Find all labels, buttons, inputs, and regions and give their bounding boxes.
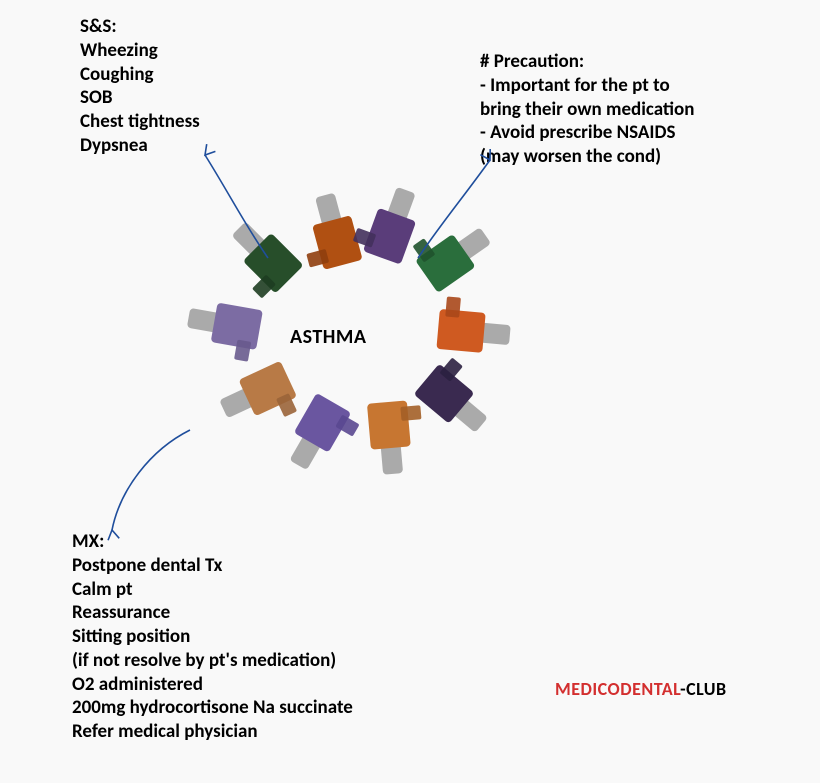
- block-line: Reassurance: [72, 601, 353, 625]
- inhaler-icon: [358, 400, 422, 477]
- block-line: Chest tightness: [80, 110, 200, 134]
- block-line: Dypsnea: [80, 134, 200, 158]
- inhaler-icon: [184, 289, 265, 359]
- block-line: Wheezing: [80, 39, 200, 63]
- precaution-block: # Precaution:- Important for the pt tobr…: [480, 50, 694, 169]
- block-heading: MX:: [72, 530, 353, 554]
- block-line: Calm pt: [72, 578, 353, 602]
- mx-block: MX:Postpone dental TxCalm ptReassuranceS…: [72, 530, 353, 744]
- brand-black: -CLUB: [680, 678, 727, 700]
- block-line: Refer medical physician: [72, 720, 353, 744]
- block-heading: S&S:: [80, 15, 200, 39]
- block-line: Sitting position: [72, 625, 353, 649]
- inhaler-icon: [408, 357, 500, 448]
- block-heading: # Precaution:: [480, 50, 694, 74]
- inhaler-icon: [436, 300, 513, 364]
- block-line: bring their own medication: [480, 98, 694, 122]
- block-line: 200mg hydrocortisone Na succinate: [72, 696, 353, 720]
- block-line: Postpone dental Tx: [72, 554, 353, 578]
- block-line: - Important for the pt to: [480, 74, 694, 98]
- brand-watermark: MEDICODENTAL-CLUB: [555, 678, 727, 700]
- block-line: O2 administered: [72, 673, 353, 697]
- block-line: SOB: [80, 86, 200, 110]
- inhaler-icon: [218, 208, 310, 300]
- center-label: ASTHMA: [290, 325, 367, 349]
- block-line: (may worsen the cond): [480, 145, 694, 169]
- block-line: Coughing: [80, 63, 200, 87]
- block-line: - Avoid prescribe NSAIDS: [480, 121, 694, 145]
- brand-red: MEDICODENTAL: [555, 678, 680, 700]
- block-line: (if not resolve by pt's medication): [72, 649, 353, 673]
- ss-block: S&S:WheezingCoughingSOBChest tightnessDy…: [80, 15, 200, 158]
